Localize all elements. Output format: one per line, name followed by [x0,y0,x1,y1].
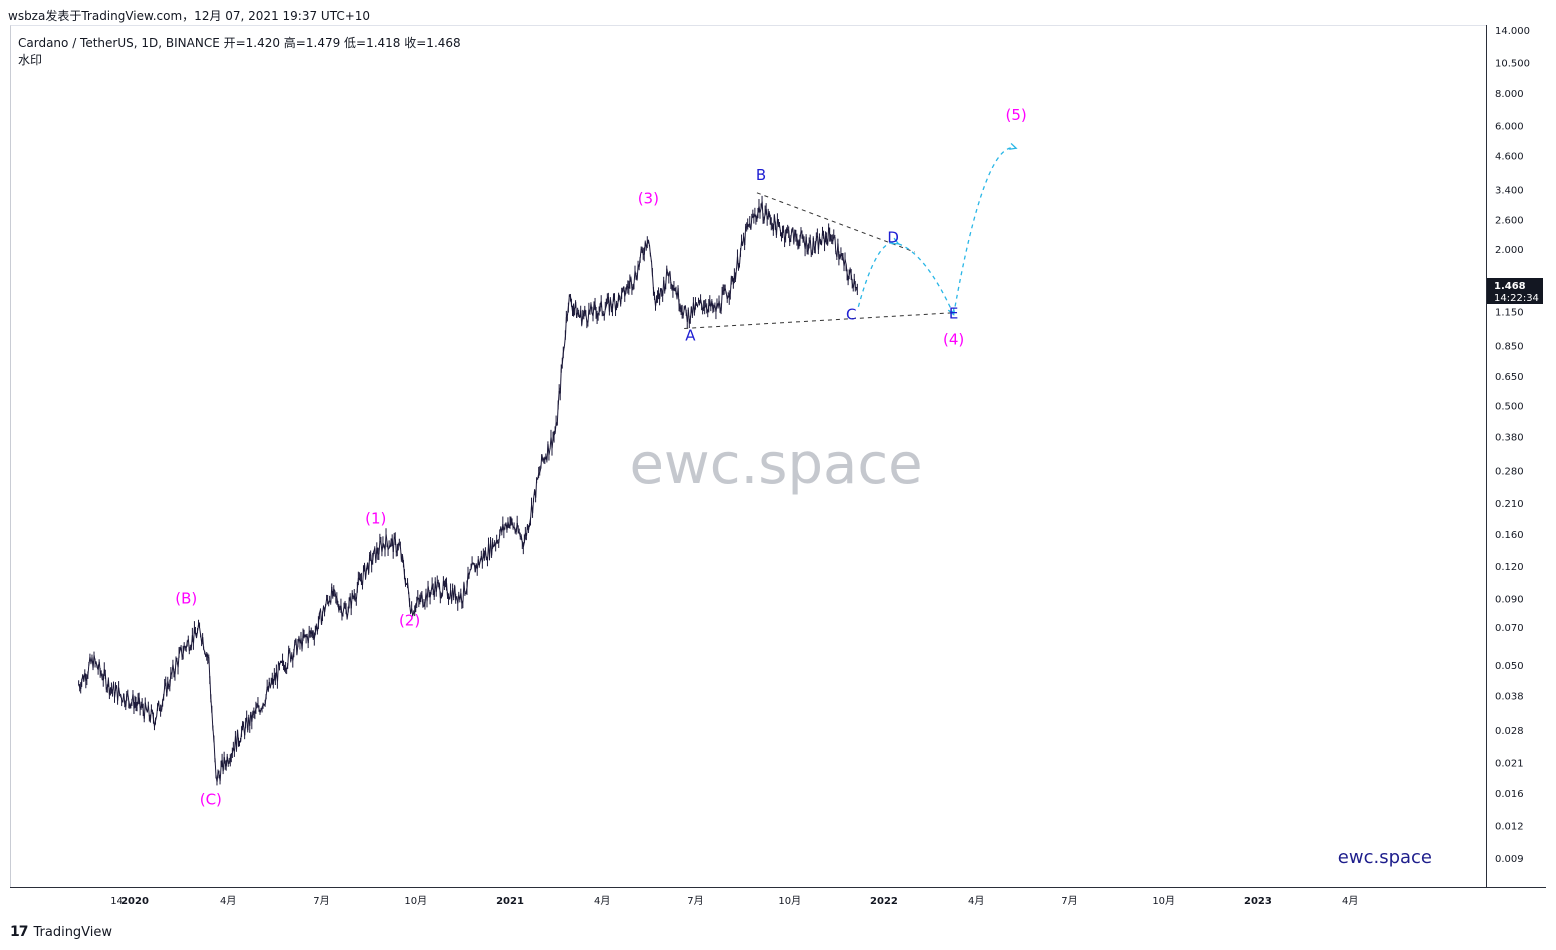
symbol-info[interactable]: Cardano / TetherUS, 1D, BINANCE 开=1.420 … [18,36,461,50]
tradingview-logo-icon[interactable]: 17 [10,924,29,940]
price-axis[interactable] [1486,25,1547,887]
publish-info: wsbza发表于TradingView.com，12月 07, 2021 19:… [8,9,371,23]
chart-pane[interactable] [10,25,1487,888]
footer: 17 TradingView [10,924,112,940]
watermark-label: 水印 [18,53,43,67]
time-axis[interactable] [10,887,1546,914]
footer-brand[interactable]: TradingView [33,924,113,940]
